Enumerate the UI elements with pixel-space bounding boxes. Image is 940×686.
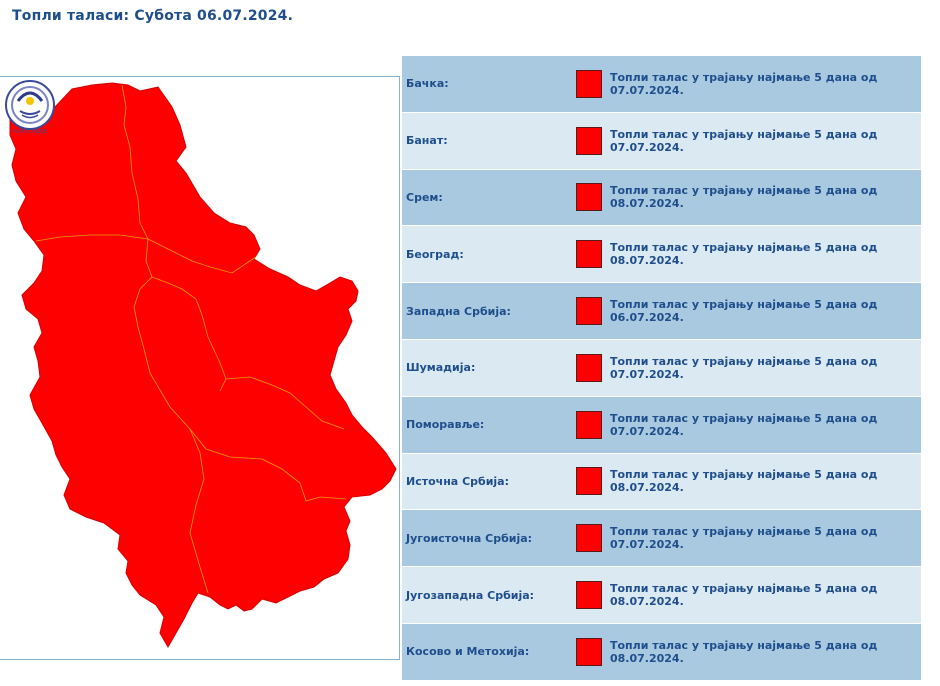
warning-message: Топли талас у трајању најмање 5 дана од …	[610, 354, 878, 381]
region-row-beograd[interactable]: Београд: Топли талас у трајању најмање 5…	[402, 226, 921, 284]
region-name: Срем:	[406, 190, 443, 204]
regions-warning-table: Бачка: Топли талас у трајању најмање 5 д…	[402, 56, 921, 681]
warning-map-panel: РХМЗ СРБИЈЕ	[0, 76, 400, 660]
serbia-warning-map	[9, 82, 397, 649]
warning-message: Топли талас у трајању најмање 5 дана од …	[610, 298, 878, 325]
region-row-banat[interactable]: Банат: Топли талас у трајању најмање 5 д…	[402, 112, 921, 170]
warning-level-box	[576, 637, 602, 666]
warning-message: Топли талас у трајању најмање 5 дана од …	[610, 70, 878, 97]
region-name: Југоисточна Србија:	[406, 531, 533, 545]
region-row-jugozapadna-srbija[interactable]: Југозападна Србија: Топли талас у трајањ…	[402, 567, 921, 624]
warning-level-box	[576, 467, 602, 496]
region-name: Београд:	[406, 247, 464, 261]
region-borders	[35, 84, 347, 594]
warning-message: Топли талас у трајању најмање 5 дана од …	[610, 127, 878, 154]
serbia-region-shape[interactable]	[9, 82, 397, 649]
region-row-istocna-srbija[interactable]: Источна Србија: Топли талас у трајању на…	[402, 453, 921, 511]
warning-level-box	[576, 183, 602, 212]
region-name: Југозападна Србија:	[406, 588, 535, 602]
warning-level-box	[576, 126, 602, 155]
region-row-jugoistocna-srbija[interactable]: Југоисточна Србија: Топли талас у трајањ…	[402, 510, 921, 568]
logo-text: РХМЗ СРБИЈЕ	[13, 129, 47, 135]
region-name: Поморавље:	[406, 418, 485, 432]
region-name: Шумадија:	[406, 361, 476, 375]
warning-message: Топли талас у трајању најмање 5 дана од …	[610, 582, 878, 609]
warning-message: Топли талас у трајању најмање 5 дана од …	[610, 241, 878, 268]
region-row-backa[interactable]: Бачка: Топли талас у трајању најмање 5 д…	[402, 56, 921, 113]
warning-level-box	[576, 240, 602, 269]
warning-message: Топли талас у трајању најмање 5 дана од …	[610, 468, 878, 495]
warning-level-box	[576, 524, 602, 553]
warning-message: Топли талас у трајању најмање 5 дана од …	[610, 411, 878, 438]
warning-level-box	[576, 353, 602, 382]
region-row-pomoravlje[interactable]: Поморавље: Топли талас у трајању најмање…	[402, 396, 921, 454]
region-name: Косово и Метохија:	[406, 645, 530, 659]
warning-message: Топли талас у трајању најмање 5 дана од …	[610, 184, 878, 211]
region-row-kosovo-i-metohija[interactable]: Косово и Метохија: Топли талас у трајању…	[402, 623, 921, 681]
region-name: Источна Србија:	[406, 474, 509, 488]
region-name: Западна Србија:	[406, 304, 511, 318]
region-row-zapadna-srbija[interactable]: Западна Србија: Топли талас у трајању на…	[402, 283, 921, 340]
region-name: Банат:	[406, 134, 448, 148]
warning-level-box	[576, 69, 602, 98]
region-row-sumadija[interactable]: Шумадија: Топли талас у трајању најмање …	[402, 339, 921, 397]
region-name: Бачка:	[406, 77, 449, 91]
warning-message: Топли талас у трајању најмање 5 дана од …	[610, 638, 878, 665]
warning-level-box	[576, 410, 602, 439]
rhmz-srbije-logo-icon: РХМЗ СРБИЈЕ	[5, 80, 55, 135]
warning-message: Топли талас у трајању најмање 5 дана од …	[610, 525, 878, 552]
page-title: Топли таласи: Субота 06.07.2024.	[12, 8, 294, 24]
warning-level-box	[576, 581, 602, 610]
region-row-srem[interactable]: Срем: Топли талас у трајању најмање 5 да…	[402, 169, 921, 227]
warning-level-box	[576, 297, 602, 326]
